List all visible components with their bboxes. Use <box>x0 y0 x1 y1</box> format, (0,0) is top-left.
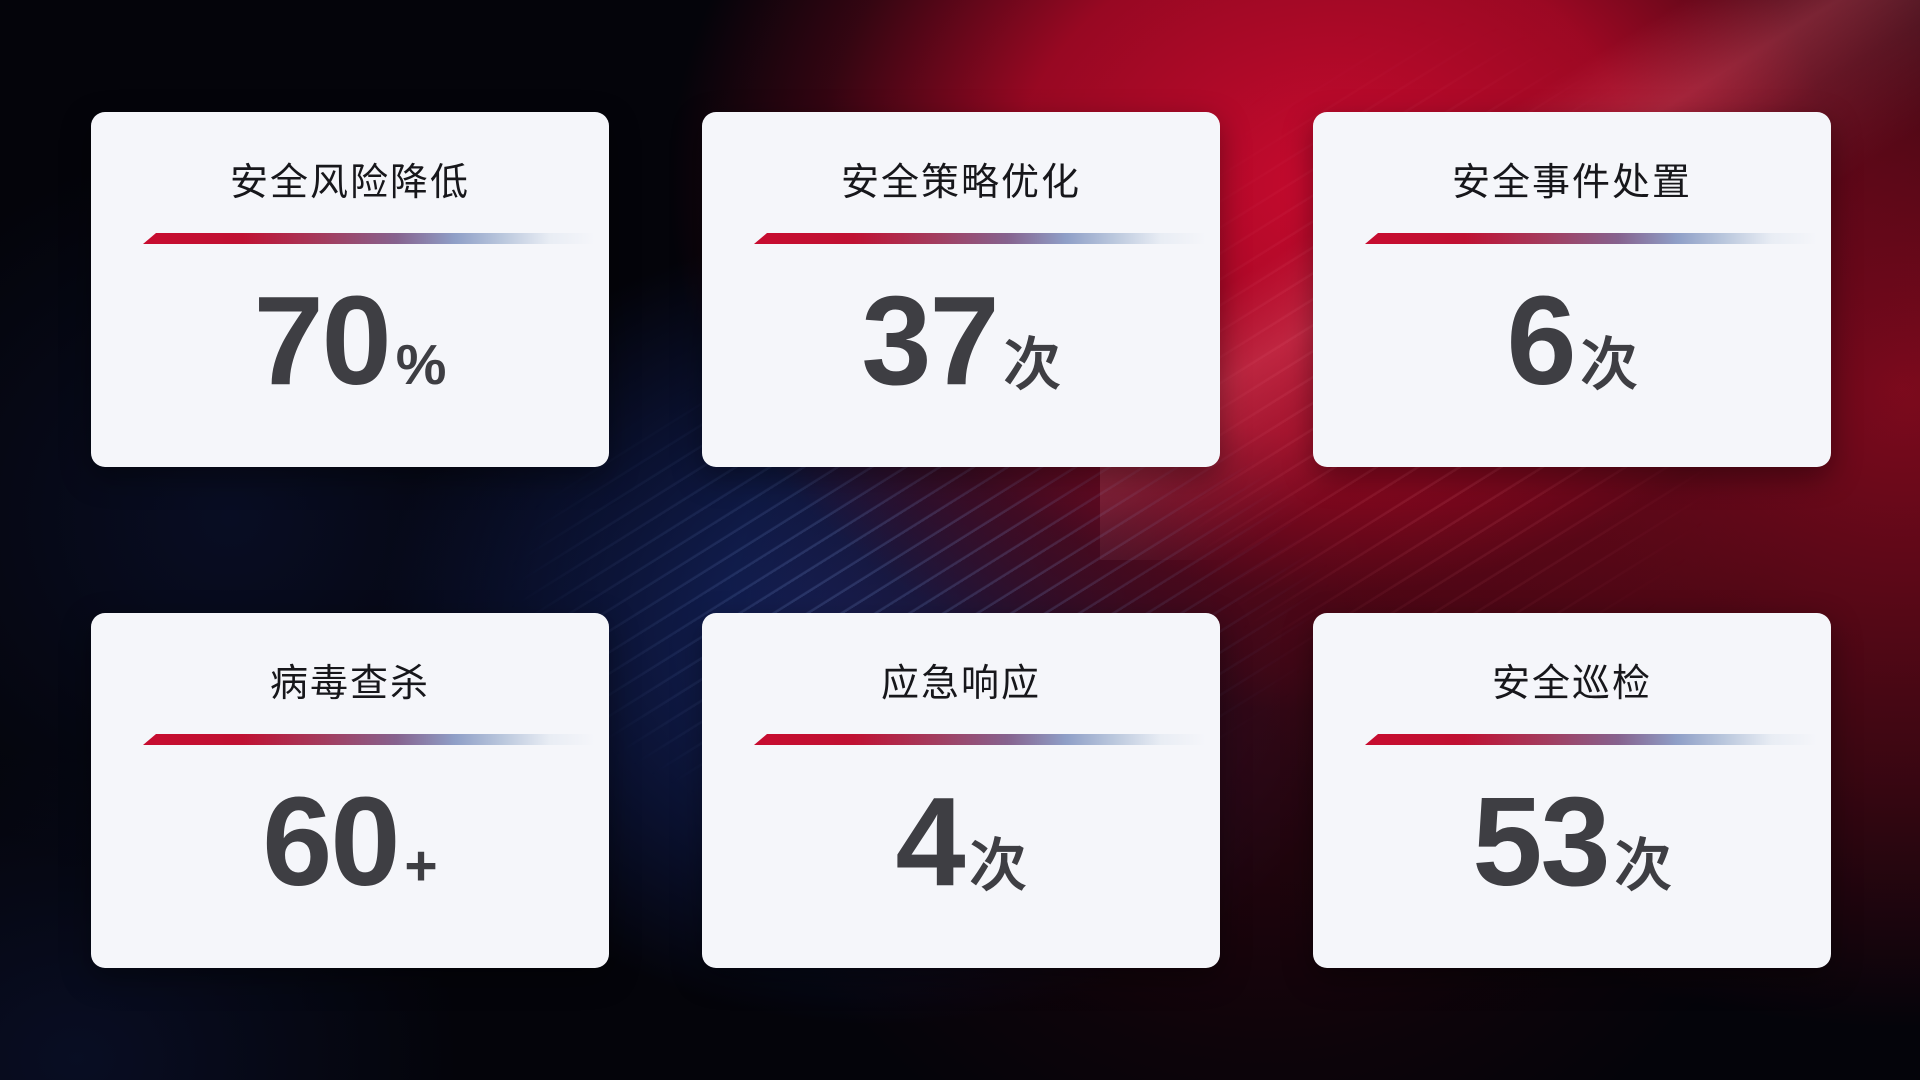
stat-value-row: 53 次 <box>1313 779 1831 905</box>
stat-card-security-risk-reduction: 安全风险降低 70 % <box>91 112 609 467</box>
gradient-divider <box>1365 233 1817 244</box>
stat-card-grid: 安全风险降低 70 % 安全策略优化 37 次 安全事件处置 6 次 病毒查 <box>91 112 1831 968</box>
stat-unit: 次 <box>969 834 1027 898</box>
stat-unit: 次 <box>1003 333 1061 397</box>
card-title: 安全策略优化 <box>840 162 1081 204</box>
stat-unit: % <box>395 333 447 397</box>
stat-value: 6 <box>1506 270 1576 411</box>
gradient-divider <box>143 734 595 745</box>
stat-value: 70 <box>253 270 392 411</box>
stat-unit: + <box>404 834 438 898</box>
card-title: 安全风险降低 <box>229 162 470 204</box>
stat-card-incident-handling: 安全事件处置 6 次 <box>1313 112 1831 467</box>
stat-value: 4 <box>895 771 965 912</box>
gradient-divider <box>143 233 595 244</box>
card-title: 应急响应 <box>880 663 1041 705</box>
stat-value: 60 <box>262 771 400 912</box>
stat-value-row: 4 次 <box>702 779 1220 905</box>
stat-card-emergency-response: 应急响应 4 次 <box>702 613 1220 968</box>
card-title: 安全巡检 <box>1491 663 1652 705</box>
stat-value: 53 <box>1472 771 1610 912</box>
stat-card-policy-optimization: 安全策略优化 37 次 <box>702 112 1220 467</box>
stat-value-row: 60 + <box>91 779 609 905</box>
stat-unit: 次 <box>1580 333 1638 397</box>
stat-card-security-inspection: 安全巡检 53 次 <box>1313 613 1831 968</box>
stat-value-row: 37 次 <box>702 278 1220 404</box>
gradient-divider <box>1365 734 1817 745</box>
card-title: 病毒查杀 <box>269 663 430 705</box>
gradient-divider <box>754 734 1206 745</box>
stat-value: 37 <box>861 270 999 411</box>
stat-unit: 次 <box>1614 834 1672 898</box>
stat-value-row: 6 次 <box>1313 278 1831 404</box>
card-title: 安全事件处置 <box>1451 162 1692 204</box>
stat-value-row: 70 % <box>91 278 609 404</box>
gradient-divider <box>754 233 1206 244</box>
stat-card-virus-scan: 病毒查杀 60 + <box>91 613 609 968</box>
